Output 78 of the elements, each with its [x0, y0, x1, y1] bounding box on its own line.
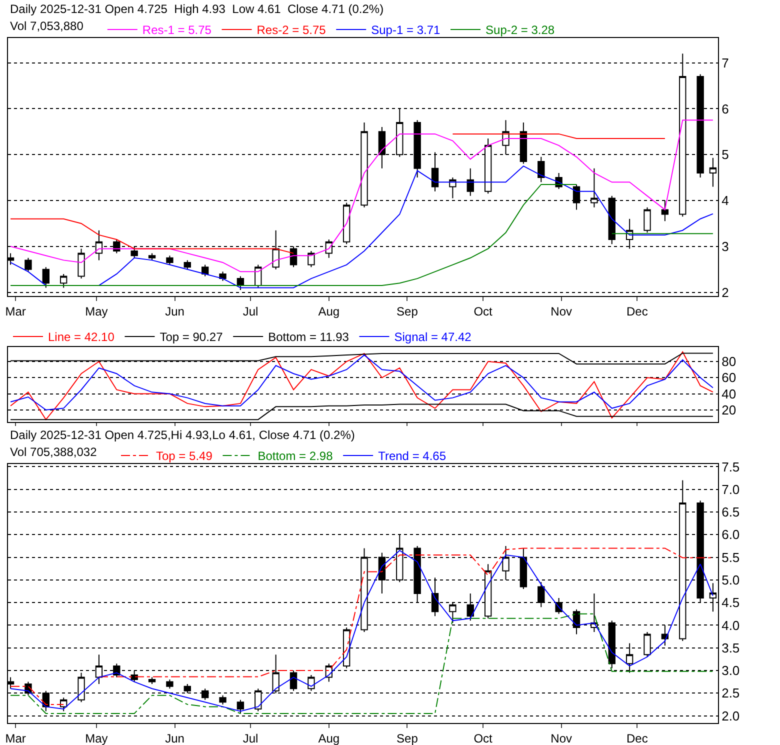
x-tick-label: Dec	[626, 304, 648, 318]
legend-label: Res-2 = 5.75	[256, 23, 326, 38]
y-tick-label: 6.5	[722, 504, 740, 520]
chart-title: Daily 2025-12-31 Open 4.725 High 4.93 Low 4.61 Close 4.71 (0.2%)	[10, 2, 384, 16]
line-series	[10, 120, 714, 272]
legend-label: Top = 5.49	[156, 449, 213, 464]
x-tick-label: Dec	[626, 731, 648, 745]
y-tick-label: 3.5	[722, 640, 740, 656]
x-tick-label: Jul	[242, 731, 258, 745]
y-tick-label: 5.5	[722, 550, 740, 565]
y-tick-label: 4.5	[722, 595, 740, 610]
x-tick-label: Sep	[396, 731, 418, 745]
legend-label: Signal = 47.42	[394, 330, 472, 344]
candlestick	[166, 679, 174, 690]
x-tick-label: Aug	[318, 304, 340, 318]
x-tick-label: Jun	[165, 731, 184, 745]
x-tick-label: Oct	[474, 731, 494, 745]
candlestick	[644, 206, 651, 234]
x-tick-label: Nov	[550, 731, 572, 745]
line-series	[10, 354, 714, 410]
x-tick-label: Sep	[396, 304, 418, 318]
chart-subtitle: Vol 705,388,032	[10, 445, 98, 459]
candlestick	[236, 699, 244, 714]
y-tick-label: 5	[722, 147, 729, 162]
y-tick-label: 7	[722, 55, 729, 70]
y-tick-label: 40	[722, 386, 736, 402]
y-tick-label: 7.0	[722, 482, 740, 497]
legend-label: Trend = 4.65	[378, 449, 446, 464]
y-tick-label: 2	[722, 284, 729, 300]
y-tick-label: 3.0	[722, 663, 740, 678]
y-tick-label: 60	[722, 370, 736, 386]
candlestick	[24, 257, 32, 272]
y-tick-label: 2.5	[722, 686, 740, 701]
x-tick-label: Jul	[242, 304, 258, 318]
legend-label: Bottom = 11.93	[268, 330, 350, 344]
x-tick-label: Nov	[550, 304, 572, 318]
legend-label: Top = 90.27	[160, 330, 224, 344]
line-series	[10, 351, 714, 420]
legend-label: Sup-1 = 3.71	[371, 23, 441, 38]
y-tick-label: 3	[722, 238, 729, 254]
y-tick-label: 4.0	[722, 618, 740, 633]
candlestick	[148, 252, 156, 261]
candlestick	[538, 156, 545, 183]
x-tick-label: Mar	[5, 304, 26, 318]
candlestick	[166, 255, 174, 266]
x-tick-label: May	[85, 731, 108, 745]
chart-subtitle: Vol 7,053,880	[10, 19, 84, 33]
candlestick	[308, 250, 315, 268]
candlestick	[42, 266, 50, 288]
candlestick	[148, 676, 156, 685]
y-tick-label: 6.0	[722, 527, 740, 542]
candlestick	[219, 694, 226, 705]
x-tick-label: Aug	[318, 731, 340, 745]
chart-title: Daily 2025-12-31 Open 4.725,Hi 4.93,Lo 4.61, Close 4.71 (0.2%)	[10, 428, 355, 442]
y-tick-label: 80	[722, 354, 736, 370]
legend-label: Sup-2 = 3.28	[486, 23, 555, 38]
line-series	[10, 613, 714, 714]
line-series	[10, 166, 714, 288]
x-tick-label: Oct	[474, 304, 494, 318]
candlestick	[184, 260, 191, 270]
y-tick-label: 20	[722, 402, 736, 418]
y-tick-label: 5.0	[722, 572, 740, 588]
candlestick	[60, 273, 68, 288]
x-tick-label: Jun	[165, 304, 184, 318]
y-tick-label: 6	[722, 101, 729, 116]
y-tick-label: 7.5	[722, 459, 740, 474]
x-tick-label: May	[85, 304, 108, 318]
candlestick	[466, 168, 474, 196]
legend-label: Bottom = 2.98	[258, 449, 334, 464]
y-tick-label: 4	[722, 193, 729, 208]
candlestick	[219, 271, 226, 282]
candlestick	[290, 670, 298, 692]
candlestick	[342, 202, 350, 245]
legend-label: Line = 42.10	[48, 330, 115, 344]
x-tick-label: Mar	[5, 731, 26, 745]
candlestick	[449, 177, 456, 199]
legend-label: Res-1 = 5.75	[142, 23, 212, 38]
y-tick-label: 2.0	[722, 708, 740, 724]
